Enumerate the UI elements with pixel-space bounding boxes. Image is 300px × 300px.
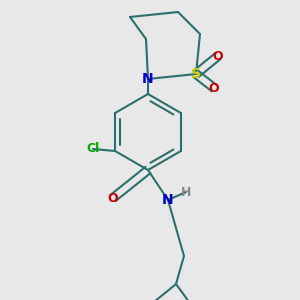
Text: H: H <box>181 185 191 199</box>
Text: O: O <box>209 82 219 94</box>
Text: O: O <box>213 50 223 62</box>
Text: Cl: Cl <box>86 142 100 155</box>
Text: S: S <box>191 67 201 81</box>
Text: N: N <box>162 193 174 207</box>
Text: N: N <box>142 72 154 86</box>
Text: O: O <box>108 191 118 205</box>
